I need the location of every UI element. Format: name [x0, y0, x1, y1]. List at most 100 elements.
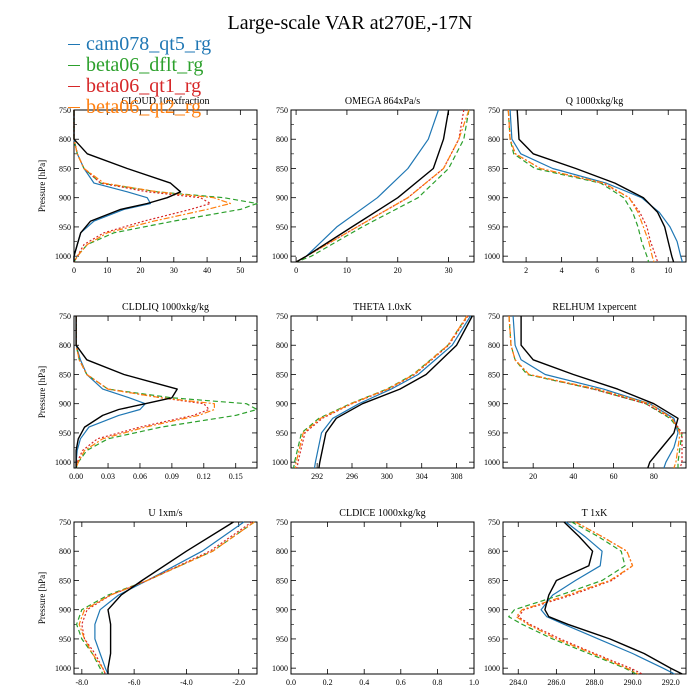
- legend-swatch: [68, 107, 80, 108]
- panel-title: RELHUM 1xpercent: [552, 302, 636, 313]
- series-line: [81, 521, 253, 675]
- x-tick-label: 290.0: [624, 678, 642, 687]
- y-tick-label: 800: [488, 341, 500, 350]
- chart-panel: OMEGA 864xPa/s 750 800 850 900 950 1000 0 10 20 30: [272, 96, 475, 275]
- series-line: [73, 110, 231, 263]
- y-tick-label: 1000: [484, 252, 500, 261]
- y-tick-label: 850: [488, 576, 500, 585]
- x-tick-label: 0.06: [133, 472, 147, 481]
- plot-frame: [73, 315, 258, 469]
- y-tick-label: 750: [276, 518, 288, 527]
- y-tick-label: 750: [59, 106, 71, 115]
- y-tick-label: 950: [59, 429, 71, 438]
- y-tick-label: 1000: [484, 664, 500, 673]
- y-tick-label: 950: [59, 223, 71, 232]
- y-tick-label: 900: [276, 400, 288, 409]
- y-axis-label: Pressure [hPa]: [37, 366, 47, 418]
- x-tick-label: 0.4: [359, 678, 369, 687]
- x-tick-label: 80: [650, 472, 658, 481]
- series-line: [540, 521, 675, 675]
- series-line: [295, 109, 470, 263]
- y-tick-label: 750: [276, 106, 288, 115]
- chart-panel: CLDICE 1000xkg/kg 750 800 850 900 950 1000 0.0 0…: [272, 508, 479, 687]
- series-line: [295, 109, 470, 263]
- x-tick-label: 0.00: [69, 472, 83, 481]
- x-tick-label: 6: [595, 266, 599, 275]
- series-line: [75, 316, 178, 468]
- legend-item: beta06_qt1_rg: [68, 76, 211, 97]
- x-tick-label: 0.6: [396, 678, 406, 687]
- series-line: [75, 316, 215, 469]
- x-tick-label: -8.0: [76, 678, 89, 687]
- y-tick-label: 900: [276, 194, 288, 203]
- chart-panel: Q 1000xkg/kg 750 800 850 900 950 1000 2 4 6 8 10: [484, 96, 687, 275]
- series-line: [78, 521, 255, 675]
- y-axis-label: Pressure [hPa]: [37, 160, 47, 212]
- y-tick-label: 950: [276, 429, 288, 438]
- y-tick-label: 800: [488, 547, 500, 556]
- legend-label: beta06_qt2_rg: [86, 96, 202, 118]
- x-tick-label: 30: [170, 266, 178, 275]
- chart-panel: U 1xm/s 750 800 850 900 950 1000 -8.0 -6.0 -4.0 -2…: [37, 508, 258, 687]
- series-line: [75, 316, 258, 469]
- y-tick-label: 800: [59, 135, 71, 144]
- y-tick-label: 850: [276, 370, 288, 379]
- series-line: [508, 521, 637, 675]
- chart-panel: THETA 1.0xK 750 800 850 900 950 1000 292 296 300 3…: [272, 302, 475, 481]
- series-line: [75, 316, 146, 468]
- series-line: [75, 521, 255, 675]
- y-tick-label: 950: [488, 635, 500, 644]
- series-line: [73, 110, 211, 263]
- y-tick-label: 850: [488, 370, 500, 379]
- series-line: [507, 109, 650, 263]
- series-line: [512, 315, 679, 469]
- legend-swatch: [68, 44, 80, 45]
- series-line: [313, 315, 472, 469]
- x-tick-label: 300: [381, 472, 393, 481]
- y-tick-label: 1000: [272, 252, 288, 261]
- legend-swatch: [68, 86, 80, 87]
- x-tick-label: 0: [294, 266, 298, 275]
- legend-swatch: [68, 65, 80, 66]
- y-tick-label: 800: [276, 135, 288, 144]
- x-tick-label: 20: [137, 266, 145, 275]
- x-tick-label: 8: [631, 266, 635, 275]
- legend-item: cam078_qt5_rg: [68, 34, 211, 55]
- y-tick-label: 800: [276, 341, 288, 350]
- x-tick-label: -6.0: [128, 678, 141, 687]
- y-tick-label: 900: [276, 606, 288, 615]
- legend-label: beta06_qt1_rg: [86, 75, 202, 97]
- y-tick-label: 1000: [484, 458, 500, 467]
- x-tick-label: -4.0: [180, 678, 193, 687]
- series-line: [295, 109, 450, 263]
- y-tick-label: 750: [488, 106, 500, 115]
- y-tick-label: 950: [488, 429, 500, 438]
- series-line: [509, 109, 683, 263]
- series-line: [507, 109, 655, 263]
- y-tick-label: 950: [488, 223, 500, 232]
- y-tick-label: 750: [59, 518, 71, 527]
- x-tick-label: 308: [451, 472, 463, 481]
- y-tick-label: 800: [59, 341, 71, 350]
- series-line: [507, 109, 659, 263]
- y-tick-label: 850: [59, 576, 71, 585]
- x-tick-label: 4: [560, 266, 564, 275]
- series-line: [294, 315, 468, 469]
- y-tick-label: 950: [276, 223, 288, 232]
- series-line: [520, 316, 679, 469]
- y-tick-label: 750: [488, 518, 500, 527]
- x-tick-label: 0.12: [197, 472, 211, 481]
- x-tick-label: 304: [416, 472, 428, 481]
- y-tick-label: 1000: [55, 664, 71, 673]
- y-tick-label: 800: [59, 547, 71, 556]
- series-line: [94, 521, 245, 675]
- series-line: [73, 110, 182, 262]
- figure-title: Large-scale VAR at270E,-17N: [227, 12, 473, 34]
- y-tick-label: 850: [59, 164, 71, 173]
- y-tick-label: 1000: [55, 458, 71, 467]
- y-tick-label: 800: [276, 547, 288, 556]
- plot-frame: [73, 109, 258, 263]
- chart-panel: CLDLIQ 1000xkg/kg 750 800 850 900 950 1000 0.00…: [37, 302, 258, 481]
- x-tick-label: 0.09: [165, 472, 179, 481]
